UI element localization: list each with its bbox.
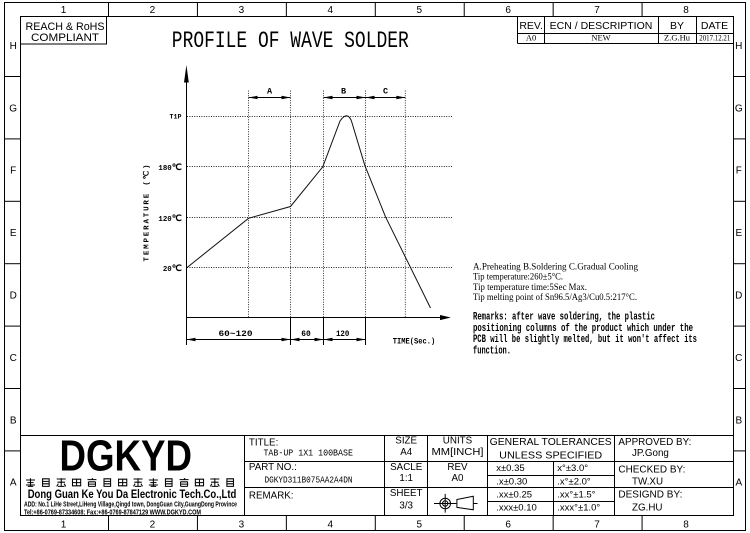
svg-text:120℃: 120℃ xyxy=(158,213,181,224)
svg-text:2: 2 xyxy=(150,5,156,16)
svg-text:NEW: NEW xyxy=(591,32,610,42)
svg-text:7: 7 xyxy=(594,519,600,530)
svg-text:Tip temperature time:5Sec Max.: Tip temperature time:5Sec Max. xyxy=(473,283,587,293)
svg-text:E: E xyxy=(10,228,17,239)
svg-text:3: 3 xyxy=(239,5,245,16)
svg-text:function.: function. xyxy=(473,345,511,357)
svg-text:ZG.HU: ZG.HU xyxy=(632,503,662,514)
svg-text:5: 5 xyxy=(416,5,422,16)
svg-text:D: D xyxy=(735,291,742,302)
svg-text:60: 60 xyxy=(301,329,311,339)
svg-text:Remarks: after wave soldering,: Remarks: after wave soldering, the plast… xyxy=(473,312,655,324)
svg-text:Z.G.Hu: Z.G.Hu xyxy=(664,32,691,42)
svg-text:180℃: 180℃ xyxy=(158,162,181,173)
svg-text:D: D xyxy=(10,291,17,302)
svg-text:UNLESS SPECIFIED: UNLESS SPECIFIED xyxy=(499,451,602,462)
svg-text:PCB will be slightly melted, b: PCB will be slightly melted, but it won'… xyxy=(473,334,697,346)
svg-text:positioning columns of the pro: positioning columns of the product which… xyxy=(473,323,693,335)
svg-text:A: A xyxy=(267,86,273,96)
svg-text:6: 6 xyxy=(505,5,511,16)
svg-text:7: 7 xyxy=(594,5,600,16)
svg-text:8: 8 xyxy=(683,5,689,16)
svg-text:A: A xyxy=(10,478,17,489)
svg-text:DGKYD: DGKYD xyxy=(60,432,193,481)
svg-text:20℃: 20℃ xyxy=(163,263,182,274)
svg-text:A0: A0 xyxy=(452,473,465,484)
svg-text:2017.12.21: 2017.12.21 xyxy=(699,32,730,42)
svg-text:2: 2 xyxy=(150,519,156,530)
svg-text:6: 6 xyxy=(505,519,511,530)
svg-text:A0: A0 xyxy=(526,32,536,42)
svg-text:PART NO.:: PART NO.: xyxy=(249,462,297,473)
svg-text:TIME(Sec.): TIME(Sec.) xyxy=(393,337,436,347)
svg-text:Dong Guan Ke You Da Electronic: Dong Guan Ke You Da Electronic Tech.Co.,… xyxy=(28,487,237,501)
svg-text:REV.: REV. xyxy=(519,20,543,32)
svg-text:GENERAL TOLERANCES: GENERAL TOLERANCES xyxy=(490,437,612,448)
svg-text:A4: A4 xyxy=(400,447,413,458)
svg-text:UNITS: UNITS xyxy=(443,436,473,447)
svg-text:.xxx°±1.0°: .xxx°±1.0° xyxy=(557,502,600,513)
svg-text:3/3: 3/3 xyxy=(399,500,413,511)
svg-text:4: 4 xyxy=(328,5,334,16)
svg-text:F: F xyxy=(10,166,16,177)
svg-text:3: 3 xyxy=(239,519,245,530)
svg-text:REACH & RoHS: REACH & RoHS xyxy=(26,21,105,33)
svg-text:T1P: T1P xyxy=(170,114,182,122)
svg-text:CHECKED BY:: CHECKED BY: xyxy=(618,464,685,475)
svg-text:C: C xyxy=(383,86,388,96)
svg-text:SIZE: SIZE xyxy=(395,436,417,447)
svg-text:B: B xyxy=(735,415,742,426)
svg-text:G: G xyxy=(9,103,17,114)
svg-text:MM[INCH]: MM[INCH] xyxy=(432,447,484,458)
svg-text:1: 1 xyxy=(61,519,67,530)
svg-text:5: 5 xyxy=(416,519,422,530)
svg-text:Tip melting point of Sn96.5/Ag: Tip melting point of Sn96.5/Ag3/Cu0.5:21… xyxy=(473,292,637,303)
svg-text:SHEET: SHEET xyxy=(390,488,423,499)
svg-text:JP.Gong: JP.Gong xyxy=(632,448,669,459)
svg-text:.xx±0.25: .xx±0.25 xyxy=(496,490,532,501)
svg-text:Tel:+86-0769-87334608; Fax:+86: Tel:+86-0769-87334608; Fax:+86-0769-8784… xyxy=(24,509,201,516)
svg-text:.x±0.30: .x±0.30 xyxy=(496,476,527,487)
svg-text:A: A xyxy=(735,478,742,489)
svg-text:.x°±2.0°: .x°±2.0° xyxy=(557,476,591,487)
svg-text:x°±3.0°: x°±3.0° xyxy=(557,463,588,474)
svg-text:APPROVED BY:: APPROVED BY: xyxy=(618,437,691,448)
svg-text:PROFILE OF WAVE SOLDER: PROFILE OF WAVE SOLDER xyxy=(172,28,409,54)
svg-text:H: H xyxy=(735,41,742,52)
svg-text:Tip temperature:260±5°C.: Tip temperature:260±5°C. xyxy=(473,272,563,283)
svg-text:TW.XU: TW.XU xyxy=(632,476,663,487)
svg-text:60~120: 60~120 xyxy=(219,329,253,339)
svg-text:DGKYD311B075AA2A4DN: DGKYD311B075AA2A4DN xyxy=(265,475,353,486)
svg-text:120: 120 xyxy=(336,329,350,339)
svg-text:1: 1 xyxy=(61,5,67,16)
svg-text:A.Preheating B.Soldering C.G: A.Preheating B.Soldering C.Gradual Cooli… xyxy=(473,263,638,273)
svg-text:COMPLIANT: COMPLIANT xyxy=(31,32,99,44)
svg-text:ADD: No.1 LiHe Street,LiHeng V: ADD: No.1 LiHe Street,LiHeng Village,Qin… xyxy=(24,502,237,509)
svg-text:G: G xyxy=(735,103,743,114)
svg-text:1:1: 1:1 xyxy=(399,473,413,484)
svg-text:H: H xyxy=(10,41,17,52)
svg-text:.xxx±0.10: .xxx±0.10 xyxy=(496,502,537,513)
svg-text:DESIGND BY:: DESIGND BY: xyxy=(618,489,682,500)
svg-text:.xx°±1.5°: .xx°±1.5° xyxy=(557,490,595,501)
svg-text:TAB-UP 1X1 100BASE: TAB-UP 1X1 100BASE xyxy=(263,448,353,459)
svg-text:TITLE:: TITLE: xyxy=(249,437,278,448)
svg-text:8: 8 xyxy=(683,519,689,530)
svg-text:4: 4 xyxy=(328,519,334,530)
svg-text:ECN / DESCRIPTION: ECN / DESCRIPTION xyxy=(550,20,653,32)
svg-text:SACLE: SACLE xyxy=(390,462,423,473)
svg-text:DATE: DATE xyxy=(701,20,728,32)
svg-text:BY: BY xyxy=(670,20,684,32)
svg-text:C: C xyxy=(735,353,742,364)
svg-text:REV: REV xyxy=(447,462,468,473)
svg-text:B: B xyxy=(10,415,17,426)
svg-text:TEMPERATURE (℃): TEMPERATURE (℃) xyxy=(142,165,152,262)
svg-text:B: B xyxy=(341,86,346,96)
svg-text:REMARK:: REMARK: xyxy=(249,491,294,502)
svg-text:C: C xyxy=(10,353,17,364)
svg-text:F: F xyxy=(736,166,742,177)
svg-text:x±0.35: x±0.35 xyxy=(496,463,524,474)
svg-text:E: E xyxy=(735,228,742,239)
